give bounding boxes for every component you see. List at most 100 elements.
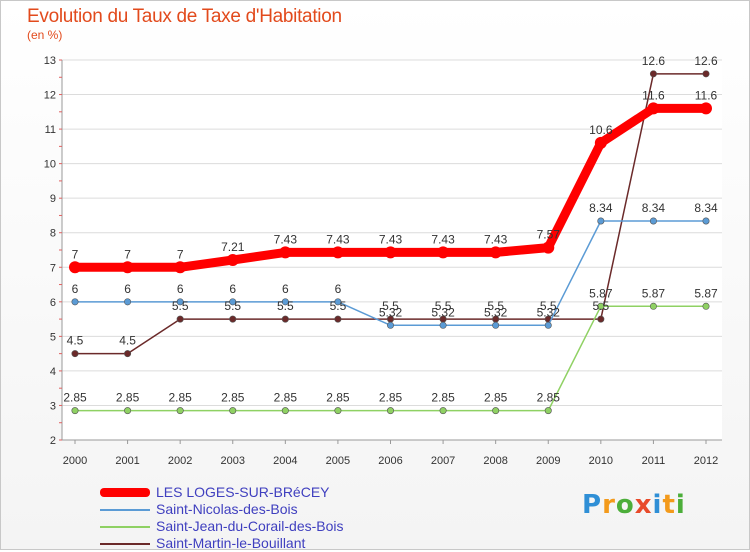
legend-swatch-1: [100, 488, 150, 497]
data-point: [121, 261, 134, 274]
data-point: [281, 298, 289, 306]
series-1: [69, 102, 712, 274]
data-label: 7.57: [537, 228, 561, 242]
data-point: [597, 302, 605, 310]
data-point: [702, 70, 710, 78]
data-label: 2.85: [537, 391, 561, 405]
data-label: 5.87: [589, 286, 613, 300]
y-tick-label: 3: [50, 400, 56, 412]
data-label: 7: [72, 247, 79, 261]
legend-label-1: LES LOGES-SUR-BRéCEY: [156, 484, 330, 500]
data-label: 2.85: [274, 391, 298, 405]
data-label: 2.85: [484, 391, 508, 405]
y-tick-label: 8: [50, 228, 56, 240]
data-label: 5.5: [224, 299, 241, 313]
data-label: 7.43: [484, 232, 508, 246]
data-point: [439, 321, 447, 329]
y-tick-label: 12: [44, 90, 56, 102]
data-point: [279, 246, 292, 259]
data-label: 12.6: [694, 54, 718, 68]
logo-letter: x: [634, 490, 653, 520]
data-label: 11.6: [642, 88, 665, 102]
data-label: 6: [282, 282, 289, 296]
data-point: [176, 315, 184, 323]
series-2: [71, 217, 710, 329]
x-tick-label: 2009: [536, 455, 560, 467]
y-tick-label: 9: [50, 193, 56, 205]
data-point: [597, 217, 605, 225]
legend-label-3: Saint-Jean-du-Corail-des-Bois: [156, 518, 344, 534]
data-label: 5.32: [379, 305, 403, 319]
data-label: 5.5: [330, 299, 347, 313]
x-tick-label: 2002: [168, 455, 192, 467]
data-label: 10.6: [589, 123, 613, 137]
data-label: 2.85: [326, 391, 350, 405]
data-point: [489, 246, 502, 259]
data-label: 5.5: [277, 299, 294, 313]
data-label: 5.5: [540, 299, 557, 313]
series-3: [71, 302, 710, 415]
data-point: [439, 407, 447, 415]
series-4: [71, 70, 710, 358]
data-point: [226, 254, 239, 267]
data-label: 6: [335, 282, 342, 296]
data-point: [700, 102, 712, 115]
data-point: [492, 407, 500, 415]
x-tick-label: 2005: [326, 455, 350, 467]
y-tick-label: 13: [44, 55, 56, 67]
data-label: 7: [177, 247, 184, 261]
data-label: 4.5: [67, 334, 84, 348]
data-label: 2.85: [431, 391, 455, 405]
data-label: 2.85: [221, 391, 245, 405]
data-point: [331, 246, 344, 259]
x-tick-label: 2010: [589, 455, 613, 467]
legend-swatch-2: [100, 509, 150, 511]
data-label: 8.34: [694, 201, 718, 215]
data-point: [702, 217, 710, 225]
y-tick-label: 5: [50, 331, 56, 343]
data-point: [649, 217, 657, 225]
data-label: 5.5: [435, 299, 452, 313]
x-tick-label: 2001: [115, 455, 139, 467]
y-tick-label: 7: [50, 262, 56, 274]
data-label: 2.85: [116, 391, 140, 405]
data-label: 7: [124, 247, 131, 261]
y-tick-label: 11: [45, 124, 56, 136]
data-point: [281, 407, 289, 415]
y-tick-label: 4: [50, 366, 56, 378]
data-label: 5.5: [172, 299, 189, 313]
data-label: 7.43: [379, 232, 403, 246]
logo-letter: r: [602, 490, 616, 520]
data-label: 5.87: [694, 286, 718, 300]
y-tick-label: 10: [44, 159, 56, 171]
data-point: [176, 298, 184, 306]
data-point: [594, 136, 607, 149]
data-point: [647, 102, 660, 115]
data-point: [71, 298, 79, 306]
logo-letter: i: [652, 490, 663, 520]
data-point: [124, 298, 132, 306]
data-point: [386, 321, 394, 329]
data-point: [334, 298, 342, 306]
logo-letter: t: [662, 490, 676, 520]
data-label: 7.43: [431, 232, 455, 246]
data-label: 6: [229, 282, 236, 296]
legend-swatch-4: [100, 543, 150, 545]
data-point: [597, 315, 605, 323]
data-point: [649, 302, 657, 310]
data-point: [124, 407, 132, 415]
x-tick-label: 2003: [221, 455, 245, 467]
data-point: [649, 70, 657, 78]
data-label: 5.32: [537, 305, 561, 319]
data-label: 5.5: [592, 299, 609, 313]
data-point: [544, 321, 552, 329]
data-label: 8.34: [589, 201, 613, 215]
data-point: [281, 315, 289, 323]
data-label: 4.5: [119, 334, 136, 348]
x-tick-label: 2012: [694, 455, 718, 467]
legend-swatch-3: [100, 526, 150, 528]
x-tick-label: 2006: [378, 455, 402, 467]
x-tick-label: 2008: [483, 455, 507, 467]
legend-label-4: Saint-Martin-le-Bouillant: [156, 535, 306, 551]
